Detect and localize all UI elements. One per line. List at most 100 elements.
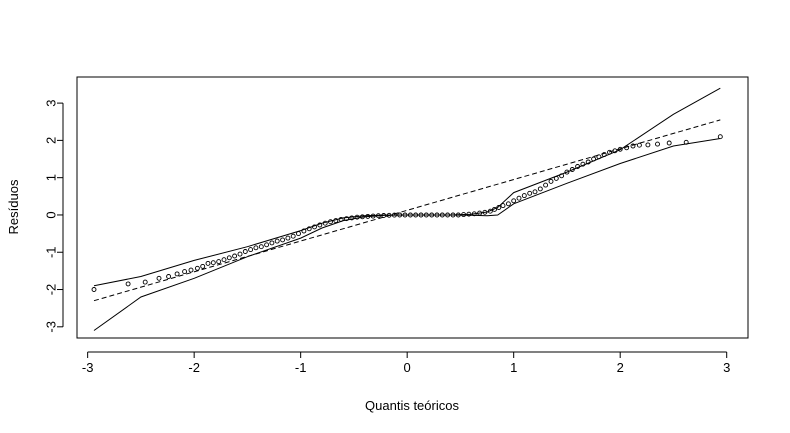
data-point [596,154,602,160]
data-point [450,212,456,218]
data-point [344,216,349,222]
data-point [439,212,445,218]
data-point [496,205,502,210]
x-tick-label: -1 [295,360,307,375]
data-point [174,271,180,277]
data-point [482,209,488,215]
data-point [237,251,243,257]
data-point [91,287,97,292]
data-point [630,143,636,149]
data-point [258,244,264,250]
data-point [226,255,232,261]
data-point [617,146,623,152]
data-point [216,259,222,265]
data-point [569,167,575,172]
y-tick-label: -1 [44,246,59,258]
data-point [205,260,211,266]
x-tick-label: -3 [82,360,94,375]
x-tick-label: -2 [188,360,200,375]
data-point [349,215,355,221]
data-point [142,279,148,285]
reference-line [93,119,721,302]
data-point [296,231,301,237]
x-tick-label: 2 [617,360,624,375]
data-point [365,213,371,219]
data-point [612,148,618,154]
envelope-lower-line [93,138,721,331]
data-point [338,216,344,222]
data-point [274,238,280,244]
y-tick-label: 3 [44,99,59,106]
data-point [264,242,270,248]
data-point [636,142,642,148]
data-point [200,263,206,269]
y-axis-title: Resíduos [6,179,21,234]
data-point [194,265,200,271]
envelope-upper-line [93,87,721,287]
data-point [553,175,559,181]
data-point [322,220,328,226]
data-point [391,212,397,218]
plot-frame [76,76,749,339]
data-point [354,214,360,220]
data-point [210,260,216,266]
data-point [301,228,307,234]
data-point [645,142,651,148]
data-point [280,237,286,243]
data-point [232,253,238,259]
data-point [269,240,275,246]
data-point [559,173,565,179]
data-point [418,212,424,218]
data-point [591,156,597,162]
data-point [375,213,381,219]
data-point [505,201,511,207]
data-point [487,208,493,214]
data-point [397,212,403,218]
data-point [445,212,451,218]
data-point [575,164,581,169]
data-point [413,212,419,218]
data-point [455,212,461,218]
data-point [290,233,296,239]
data-point [242,249,248,254]
y-tick-label: -2 [44,284,59,296]
data-point [516,195,522,201]
data-point [511,198,517,204]
data-point [188,267,194,273]
data-point [182,269,188,275]
data-point [221,257,227,263]
data-point [407,212,413,218]
data-point [248,247,254,253]
data-point [521,193,527,199]
data-point [585,159,591,165]
data-point [607,149,612,155]
data-point [543,182,549,188]
x-tick-label: 1 [510,360,517,375]
data-point [285,235,291,241]
data-point [666,140,672,146]
data-point [532,189,538,195]
x-tick-label: 3 [723,360,730,375]
data-point [386,212,392,218]
data-point [359,214,365,220]
data-point [717,134,723,140]
data-point [429,212,435,218]
y-tick-label: 0 [44,211,59,218]
data-point [333,218,339,224]
data-point [683,139,689,145]
y-tick-label: 2 [44,137,59,144]
data-point [624,145,630,151]
data-point [537,186,543,192]
data-point [548,178,554,184]
data-point [156,275,162,281]
x-axis-title: Quantis teóricos [365,398,459,413]
y-axis: -3 -2 -1 0 1 2 3 [44,99,64,333]
data-point [370,213,376,219]
y-tick-label: -3 [44,321,59,333]
data-point [434,212,440,218]
data-point [564,169,570,175]
data-point [306,226,312,232]
data-point [402,212,408,218]
data-point [477,210,483,216]
